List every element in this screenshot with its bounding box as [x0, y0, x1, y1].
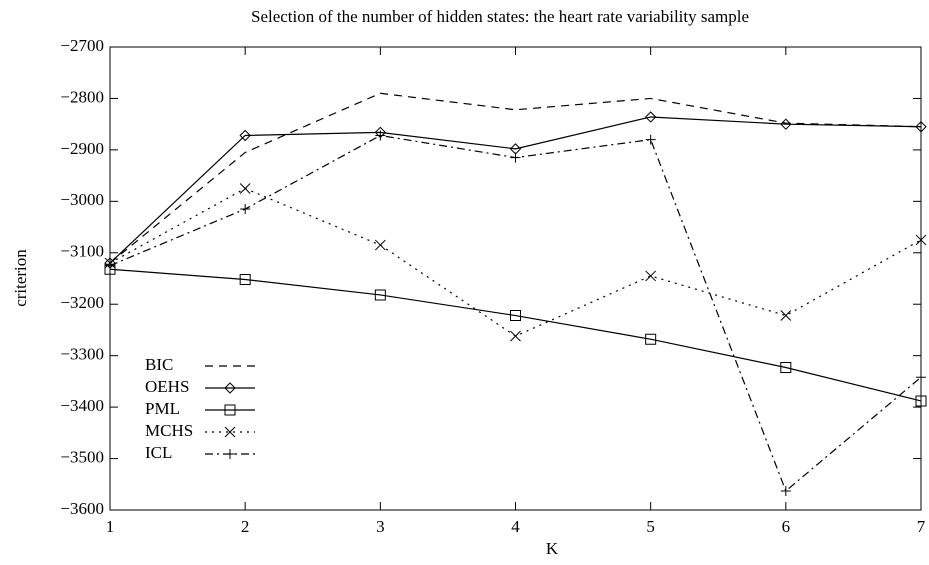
- point-marker: [510, 330, 521, 342]
- point-marker: [645, 270, 657, 282]
- x-tick-label: 2: [241, 517, 250, 536]
- point-marker: [780, 485, 791, 496]
- point-marker: [375, 130, 386, 141]
- legend-label: OEHS: [145, 377, 189, 396]
- y-tick-label: −3500: [60, 447, 104, 466]
- legend-label: BIC: [145, 355, 173, 374]
- legend-label: PML: [145, 399, 180, 418]
- legend-marker: [225, 449, 235, 459]
- y-tick-label: −3100: [60, 242, 104, 261]
- legend-marker: [224, 426, 236, 438]
- y-tick-label: −2800: [60, 87, 104, 106]
- point-marker: [239, 274, 251, 286]
- point-marker: [510, 152, 521, 163]
- point-marker: [644, 111, 657, 123]
- y-tick-label: −3600: [60, 499, 104, 518]
- y-axis-label: criterion: [11, 249, 30, 307]
- x-tick-label: 1: [106, 517, 115, 536]
- x-axis-label: K: [546, 539, 559, 558]
- point-marker: [645, 134, 656, 145]
- point-marker: [915, 234, 927, 246]
- series-line: [109, 116, 922, 264]
- legend-label: ICL: [145, 443, 172, 462]
- point-marker: [239, 129, 251, 142]
- y-tick-label: −3300: [60, 345, 104, 364]
- point-marker: [240, 204, 251, 215]
- series-line: [109, 134, 922, 492]
- point-marker: [374, 239, 386, 251]
- point-marker: [915, 395, 927, 407]
- point-marker: [915, 121, 927, 133]
- x-tick-label: 4: [511, 517, 520, 536]
- x-tick-label: 5: [646, 517, 655, 536]
- point-marker: [780, 118, 792, 130]
- point-marker: [916, 372, 926, 383]
- point-marker: [780, 310, 792, 321]
- chart-title: Selection of the number of hidden states…: [251, 7, 749, 26]
- x-tick-label: 6: [782, 517, 791, 536]
- x-tick-label: 7: [917, 517, 926, 536]
- legend-marker: [224, 382, 236, 394]
- x-tick-label: 3: [376, 517, 385, 536]
- point-marker: [780, 361, 792, 373]
- y-tick-label: −3000: [60, 190, 104, 209]
- series-line: [109, 187, 922, 337]
- point-marker: [374, 289, 386, 301]
- legend-marker: [224, 404, 236, 416]
- series-line: [109, 92, 922, 264]
- series-line: [109, 268, 922, 402]
- y-tick-label: −2700: [60, 36, 104, 55]
- point-marker: [645, 333, 657, 345]
- point-marker: [239, 183, 251, 194]
- point-marker: [105, 260, 115, 271]
- point-marker: [510, 310, 521, 322]
- y-tick-label: −3400: [60, 396, 104, 415]
- y-tick-label: −2900: [60, 139, 104, 158]
- y-tick-label: −3200: [60, 293, 104, 312]
- legend-label: MCHS: [145, 421, 193, 440]
